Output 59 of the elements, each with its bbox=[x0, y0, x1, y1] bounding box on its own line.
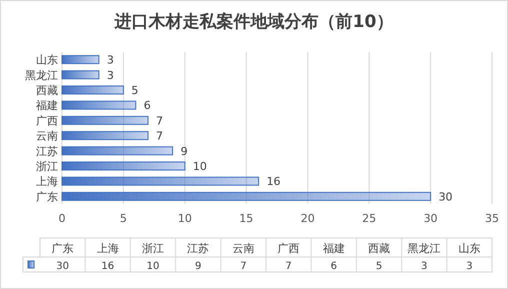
x-tick-label: 15 bbox=[239, 212, 254, 225]
data-label: 3 bbox=[106, 54, 114, 67]
data-label: 3 bbox=[466, 261, 473, 272]
bar bbox=[62, 55, 100, 64]
category-label: 云南 bbox=[232, 242, 254, 255]
data-label: 7 bbox=[156, 130, 163, 143]
category-label: 西藏 bbox=[368, 242, 390, 255]
bar bbox=[62, 100, 136, 110]
bar bbox=[62, 131, 148, 140]
category-label: 上海 bbox=[96, 242, 119, 255]
data-label: 16 bbox=[101, 261, 114, 272]
x-tick-label: 30 bbox=[424, 212, 438, 225]
data-label: 30 bbox=[438, 190, 453, 204]
category-label: 广西 bbox=[278, 242, 300, 255]
data-label: 7 bbox=[285, 261, 292, 272]
bar bbox=[62, 70, 100, 80]
data-label: 3 bbox=[421, 261, 428, 272]
data-label: 10 bbox=[192, 160, 207, 173]
y-tick-label: 江苏 bbox=[36, 144, 58, 158]
bar bbox=[62, 192, 432, 201]
data-label: 6 bbox=[144, 99, 151, 112]
category-label: 浙江 bbox=[142, 242, 164, 255]
data-label: 30 bbox=[56, 261, 69, 272]
data-label: 5 bbox=[376, 261, 382, 272]
y-tick-label: 福建 bbox=[36, 99, 58, 112]
x-tick-label: 20 bbox=[300, 212, 315, 225]
data-label: 3 bbox=[106, 68, 114, 82]
category-label: 山东 bbox=[458, 242, 480, 255]
y-tick-label: 广西 bbox=[36, 114, 58, 128]
y-tick-label: 山东 bbox=[36, 54, 58, 67]
x-tick-label: 25 bbox=[362, 212, 376, 225]
x-tick-label: 35 bbox=[485, 212, 499, 225]
bar bbox=[62, 146, 174, 156]
x-tick-label: 5 bbox=[120, 212, 127, 225]
bar bbox=[62, 86, 124, 94]
data-label: 7 bbox=[240, 261, 247, 272]
x-tick-label: 0 bbox=[58, 212, 66, 225]
category-label: 福建 bbox=[322, 242, 345, 255]
data-label: 9 bbox=[195, 261, 202, 272]
bar bbox=[62, 116, 148, 125]
data-label: 16 bbox=[266, 175, 281, 188]
y-tick-label: 云南 bbox=[36, 130, 58, 143]
chart-title: 进口木材走私案件地域分布（前10） bbox=[114, 11, 394, 32]
y-tick-label: 黑龙江 bbox=[25, 68, 58, 82]
y-tick-label: 浙江 bbox=[36, 160, 58, 173]
data-label: 7 bbox=[156, 114, 163, 128]
category-label: 江苏 bbox=[187, 242, 210, 255]
y-tick-label: 上海 bbox=[36, 175, 58, 188]
y-tick-label: 广东 bbox=[36, 190, 58, 204]
bar bbox=[62, 162, 186, 170]
data-label: 5 bbox=[131, 84, 138, 97]
x-tick-label: 10 bbox=[178, 212, 192, 225]
data-label: 10 bbox=[146, 261, 160, 272]
category-label: 广东 bbox=[52, 242, 74, 255]
bar bbox=[62, 176, 260, 186]
data-label: 6 bbox=[330, 261, 337, 272]
category-label: 黑龙江 bbox=[408, 242, 441, 255]
y-tick-label: 西藏 bbox=[36, 84, 58, 97]
data-label: 9 bbox=[180, 144, 188, 158]
